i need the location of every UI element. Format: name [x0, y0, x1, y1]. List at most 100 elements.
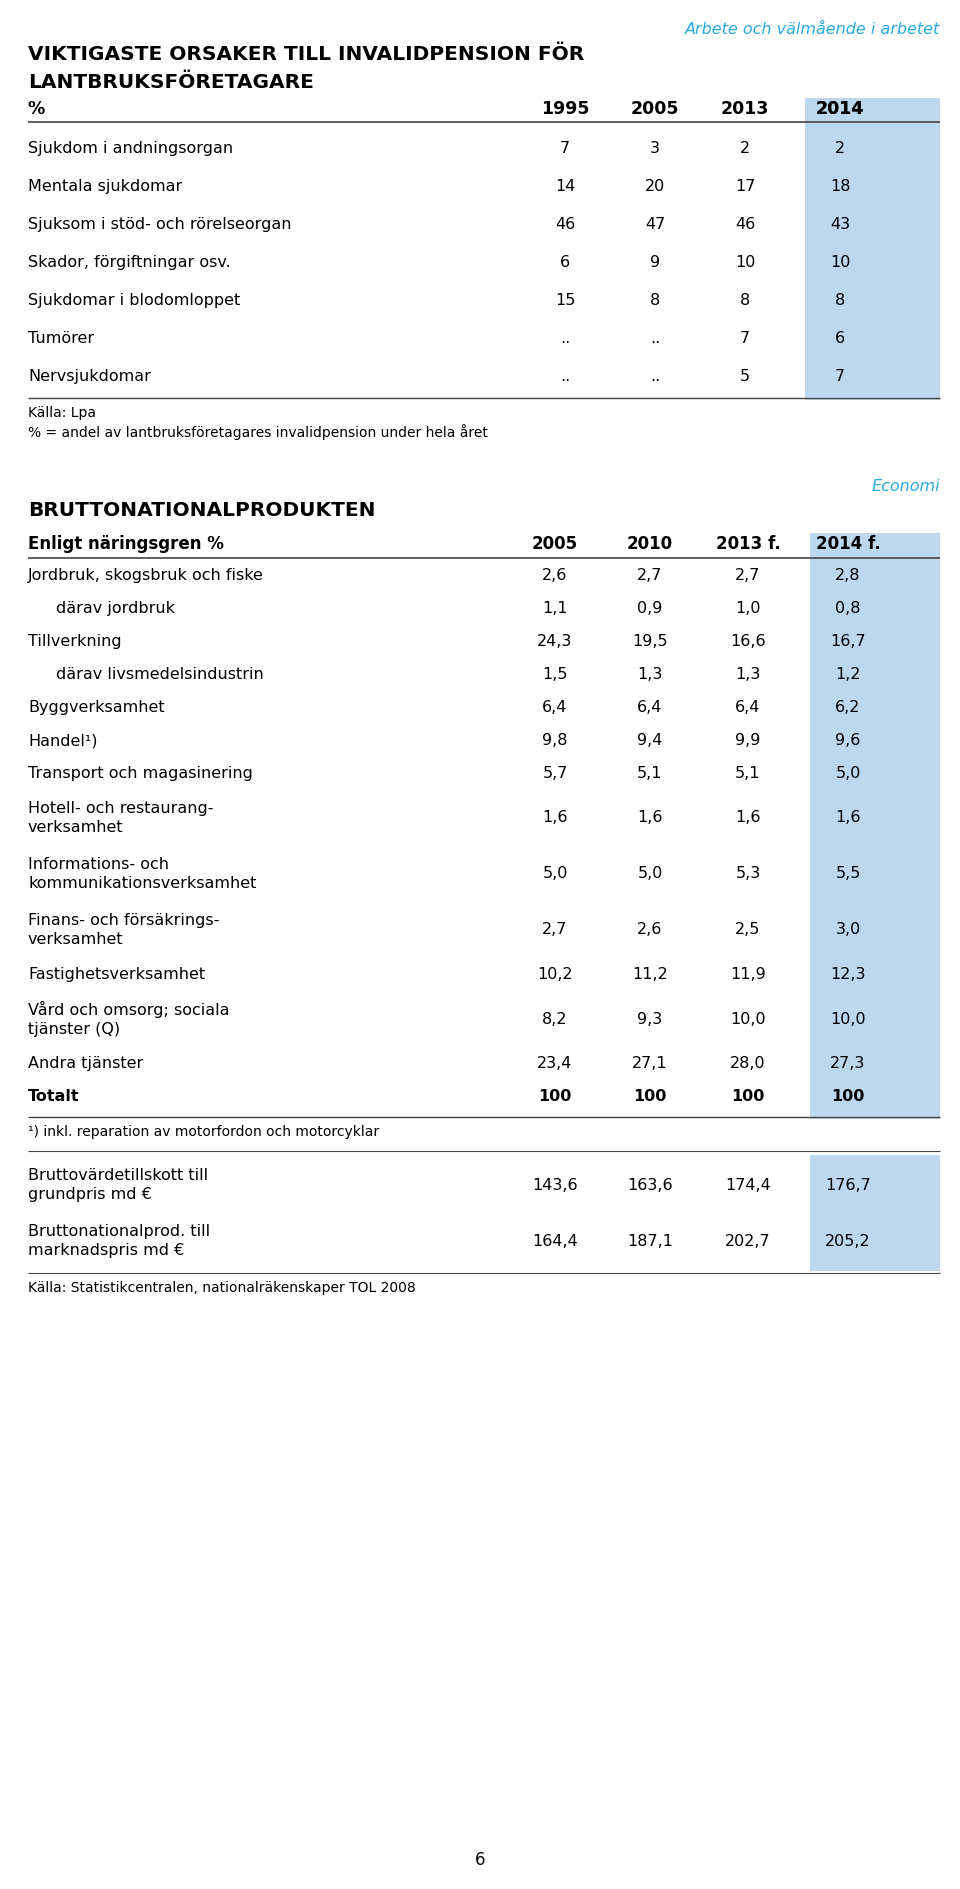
- Text: 3: 3: [650, 142, 660, 157]
- Text: Sjukdom i andningsorgan: Sjukdom i andningsorgan: [28, 142, 233, 157]
- Text: 2,7: 2,7: [735, 569, 760, 584]
- Text: 6: 6: [475, 1851, 485, 1868]
- Text: 10: 10: [829, 255, 851, 270]
- Text: 1,5: 1,5: [542, 667, 567, 682]
- Text: ..: ..: [650, 331, 660, 346]
- Text: 6,4: 6,4: [637, 701, 662, 716]
- Text: 8: 8: [835, 293, 845, 308]
- Text: 1,3: 1,3: [735, 667, 760, 682]
- Text: 11,2: 11,2: [632, 967, 668, 982]
- Text: 2,7: 2,7: [542, 922, 567, 937]
- Text: Bruttovärdetillskott till
grundpris md €: Bruttovärdetillskott till grundpris md €: [28, 1167, 208, 1201]
- Text: 27,3: 27,3: [830, 1056, 866, 1071]
- Text: 0,8: 0,8: [835, 601, 861, 616]
- Text: Källa: Lpa: Källa: Lpa: [28, 406, 96, 419]
- Text: 187,1: 187,1: [627, 1234, 673, 1249]
- Text: Byggverksamhet: Byggverksamhet: [28, 701, 164, 716]
- Text: 23,4: 23,4: [538, 1056, 573, 1071]
- Text: Transport och magasinering: Transport och magasinering: [28, 767, 252, 780]
- Text: 9: 9: [650, 255, 660, 270]
- Text: 18: 18: [829, 179, 851, 195]
- Text: 2,6: 2,6: [637, 922, 662, 937]
- Text: 2014 f.: 2014 f.: [816, 535, 880, 553]
- Text: Arbete och välmående i arbetet: Arbete och välmående i arbetet: [684, 23, 940, 38]
- Text: 2,8: 2,8: [835, 569, 861, 584]
- Text: 17: 17: [734, 179, 756, 195]
- Text: 9,3: 9,3: [637, 1011, 662, 1026]
- Text: 19,5: 19,5: [633, 635, 668, 650]
- Text: 163,6: 163,6: [627, 1177, 673, 1192]
- Text: Jordbruk, skogsbruk och fiske: Jordbruk, skogsbruk och fiske: [28, 569, 264, 584]
- Text: 202,7: 202,7: [725, 1234, 771, 1249]
- Text: Sjuksom i stöd- och rörelseorgan: Sjuksom i stöd- och rörelseorgan: [28, 217, 292, 232]
- Text: 143,6: 143,6: [532, 1177, 578, 1192]
- Text: 10,2: 10,2: [538, 967, 573, 982]
- Text: 7: 7: [835, 370, 845, 383]
- Text: 2013: 2013: [721, 100, 769, 117]
- Text: 46: 46: [734, 217, 756, 232]
- Text: 2014: 2014: [816, 100, 864, 117]
- Text: 2: 2: [835, 142, 845, 157]
- Text: Hotell- och restaurang-
verksamhet: Hotell- och restaurang- verksamhet: [28, 801, 213, 835]
- Text: 2,5: 2,5: [735, 922, 760, 937]
- Text: 205,2: 205,2: [826, 1234, 871, 1249]
- Text: 1,6: 1,6: [637, 810, 662, 825]
- Text: Economi: Economi: [872, 480, 940, 495]
- Text: Tumörer: Tumörer: [28, 331, 94, 346]
- Text: 2005: 2005: [631, 100, 680, 117]
- Text: 100: 100: [831, 1088, 865, 1103]
- Text: 7: 7: [740, 331, 750, 346]
- Text: Skador, förgiftningar osv.: Skador, förgiftningar osv.: [28, 255, 230, 270]
- Text: 11,9: 11,9: [731, 967, 766, 982]
- Text: 8,2: 8,2: [542, 1011, 567, 1026]
- Text: Källa: Statistikcentralen, nationalräkenskaper TOL 2008: Källa: Statistikcentralen, nationalräken…: [28, 1281, 416, 1296]
- Text: Mentala sjukdomar: Mentala sjukdomar: [28, 179, 182, 195]
- Text: VIKTIGASTE ORSAKER TILL INVALIDPENSION FÖR: VIKTIGASTE ORSAKER TILL INVALIDPENSION F…: [28, 45, 585, 64]
- Text: Sjukdomar i blodomloppet: Sjukdomar i blodomloppet: [28, 293, 240, 308]
- Text: 8: 8: [740, 293, 750, 308]
- Text: 0,9: 0,9: [637, 601, 662, 616]
- Text: Vård och omsorg; sociala
tjänster (Q): Vård och omsorg; sociala tjänster (Q): [28, 1001, 229, 1037]
- Text: 5,1: 5,1: [637, 767, 662, 780]
- Text: 27,1: 27,1: [633, 1056, 668, 1071]
- Text: 100: 100: [634, 1088, 666, 1103]
- Text: 6,2: 6,2: [835, 701, 861, 716]
- Text: Fastighetsverksamhet: Fastighetsverksamhet: [28, 967, 205, 982]
- Text: 6: 6: [835, 331, 845, 346]
- Text: %: %: [28, 100, 45, 117]
- Text: 3,0: 3,0: [835, 922, 860, 937]
- Text: Nervsjukdomar: Nervsjukdomar: [28, 370, 151, 383]
- Text: 164,4: 164,4: [532, 1234, 578, 1249]
- Bar: [805, 98, 940, 400]
- Text: 16,7: 16,7: [830, 635, 866, 650]
- Text: 2010: 2010: [627, 535, 673, 553]
- Text: Informations- och
kommunikationsverksamhet: Informations- och kommunikationsverksamh…: [28, 858, 256, 892]
- Text: 5,5: 5,5: [835, 867, 861, 882]
- Text: 46: 46: [555, 217, 575, 232]
- Text: ..: ..: [560, 331, 570, 346]
- Text: LANTBRUKSFÖRETAGARE: LANTBRUKSFÖRETAGARE: [28, 74, 314, 93]
- Text: 5,1: 5,1: [735, 767, 760, 780]
- Text: 174,4: 174,4: [725, 1177, 771, 1192]
- Text: 15: 15: [555, 293, 575, 308]
- Text: 1995: 1995: [540, 100, 589, 117]
- Text: 8: 8: [650, 293, 660, 308]
- Text: 2: 2: [740, 142, 750, 157]
- Text: ..: ..: [560, 370, 570, 383]
- Text: 9,6: 9,6: [835, 733, 861, 748]
- Text: Enligt näringsgren %: Enligt näringsgren %: [28, 535, 224, 553]
- Text: 5: 5: [740, 370, 750, 383]
- Text: 9,8: 9,8: [542, 733, 567, 748]
- Text: ..: ..: [650, 370, 660, 383]
- Text: 16,6: 16,6: [731, 635, 766, 650]
- Text: 24,3: 24,3: [538, 635, 573, 650]
- Text: 9,4: 9,4: [637, 733, 662, 748]
- Text: Handel¹): Handel¹): [28, 733, 98, 748]
- Text: 5,3: 5,3: [735, 867, 760, 882]
- Text: 12,3: 12,3: [830, 967, 866, 982]
- Text: Finans- och försäkrings-
verksamhet: Finans- och försäkrings- verksamhet: [28, 912, 220, 946]
- Text: ¹) inkl. reparation av motorfordon och motorcyklar: ¹) inkl. reparation av motorfordon och m…: [28, 1126, 379, 1139]
- Text: 1,1: 1,1: [542, 601, 567, 616]
- Text: 100: 100: [732, 1088, 765, 1103]
- Text: 5,7: 5,7: [542, 767, 567, 780]
